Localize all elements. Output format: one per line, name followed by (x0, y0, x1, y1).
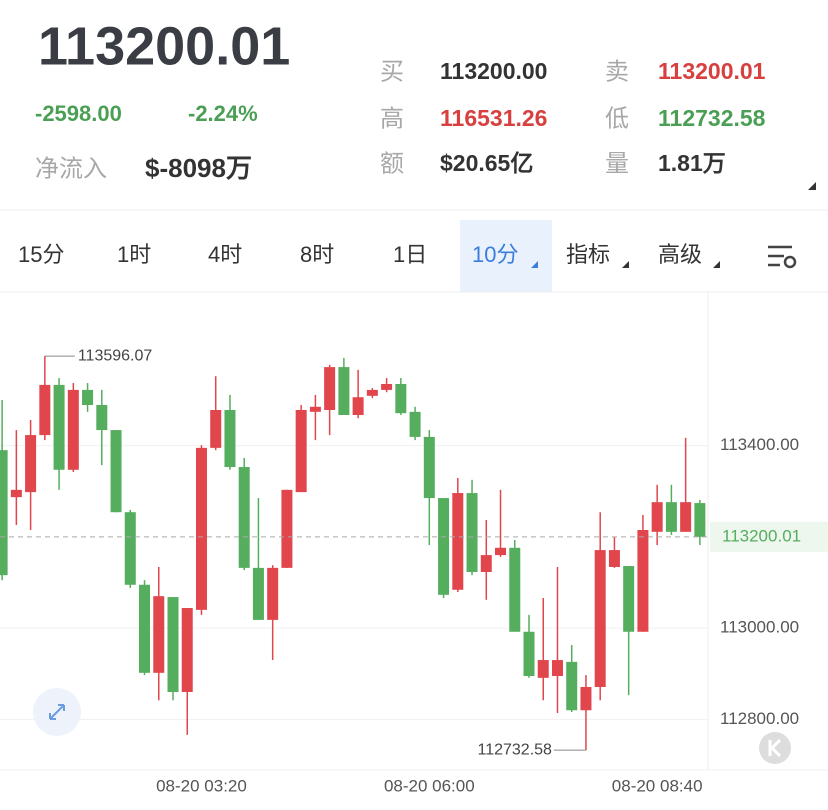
tab-bar: 15分 1时 4时 8时 1日 10分 指标 高级 (18, 242, 702, 267)
change-pct: -2.24% (188, 101, 258, 126)
stats: 买 113200.00 卖 113200.01 高 116531.26 低 11… (380, 58, 766, 177)
netflow-label: 净流入 (35, 155, 107, 182)
candle-body (608, 550, 620, 567)
candle-body (423, 436, 435, 499)
kline-button[interactable] (759, 732, 791, 764)
candle-body (566, 661, 578, 711)
plot: 112800.00 113000.00 113400.00 08-20 03:20 08… (0, 347, 828, 795)
candle-body (395, 383, 407, 414)
candle-body (224, 409, 236, 468)
candle-body (637, 530, 649, 632)
candle-body (537, 660, 549, 678)
candle-body (281, 489, 293, 568)
candle-body (39, 384, 51, 436)
candle-body (252, 567, 264, 620)
candle-body (25, 435, 37, 493)
candle-body (210, 409, 222, 448)
tab[interactable]: 高级 (658, 242, 702, 267)
candle-body (181, 608, 193, 692)
candle-body (694, 503, 706, 537)
stat-value: 116531.26 (440, 105, 547, 131)
candle-body (509, 547, 521, 632)
candle-body (96, 404, 108, 431)
candle-body (124, 512, 136, 585)
dropdown-arrow (713, 261, 720, 268)
candle-body (10, 489, 22, 498)
candle-body (153, 596, 165, 673)
candle-body (309, 406, 321, 412)
tab[interactable]: 15分 (18, 242, 64, 267)
expand-corner[interactable] (808, 182, 816, 190)
candle-body (295, 409, 307, 493)
candle-body (53, 384, 65, 470)
y-tick-label: 112800.00 (720, 709, 799, 728)
candle-body (82, 389, 94, 405)
candle-body (167, 597, 179, 692)
tab[interactable]: 10分 (472, 242, 518, 267)
netflow: $-8098万 (145, 153, 252, 183)
tab[interactable]: 1日 (393, 242, 427, 267)
candle-body (551, 660, 563, 677)
stat-value: $20.65亿 (440, 150, 533, 176)
candle-body (438, 498, 450, 595)
candle-body (67, 389, 79, 470)
candle-body (523, 631, 535, 677)
candle-body (381, 383, 393, 390)
stat-label: 额 (380, 150, 404, 177)
x-tick-label: 08-20 06:00 (384, 776, 475, 795)
tab[interactable]: 8时 (300, 242, 334, 267)
candle-body (139, 584, 151, 673)
candle-body (352, 397, 364, 416)
candle-body (480, 555, 492, 572)
stat-label: 买 (380, 58, 404, 85)
candle-body (324, 367, 336, 410)
dropdown-arrow (622, 261, 629, 268)
candle-body (409, 411, 421, 437)
x-tick-label: 08-20 03:20 (156, 776, 247, 795)
y-tick-label: 113400.00 (720, 435, 799, 454)
y-tick-label: 113000.00 (720, 618, 799, 637)
change: -2598.00 (35, 101, 122, 126)
tab[interactable]: 指标 (566, 242, 610, 267)
last-price: 113200.01 (38, 16, 290, 76)
candle-body (651, 502, 663, 532)
high-label: 113596.07 (78, 347, 153, 364)
dropdown-arrow (531, 261, 538, 268)
stat-label: 高 (380, 105, 404, 132)
candle-body (580, 686, 592, 711)
candle-body (267, 567, 279, 620)
stat-value: 113200.01 (658, 58, 766, 84)
fullscreen-button[interactable] (33, 688, 81, 736)
candle-body (452, 493, 464, 590)
candle-body (680, 502, 692, 532)
stat-label: 卖 (605, 58, 629, 85)
candle-body (0, 450, 8, 576)
candle-body (366, 389, 378, 396)
stat-value: 112732.58 (658, 105, 766, 131)
candle-body (495, 547, 507, 556)
last-price-box (710, 521, 828, 552)
candle-body (110, 430, 122, 513)
candle-body (238, 467, 250, 568)
last-price-label: 113200.01 (722, 526, 801, 545)
x-tick-label: 08-20 08:40 (612, 776, 703, 795)
stat-label: 低 (605, 105, 629, 132)
candle-body (338, 367, 350, 416)
low-label: 112732.58 (478, 741, 553, 758)
candle-body (623, 566, 635, 632)
candle-body (466, 493, 478, 572)
stat-label: 量 (605, 150, 629, 177)
candle-body (665, 502, 677, 532)
stat-value: 1.81万 (658, 150, 726, 176)
tab[interactable]: 1时 (117, 242, 151, 267)
candle-body (195, 447, 207, 610)
candle-body (594, 550, 606, 687)
stat-value: 113200.00 (440, 58, 547, 84)
tab-selected-bg (460, 220, 552, 292)
tab[interactable]: 4时 (208, 242, 242, 267)
settings-icon[interactable] (768, 245, 797, 269)
